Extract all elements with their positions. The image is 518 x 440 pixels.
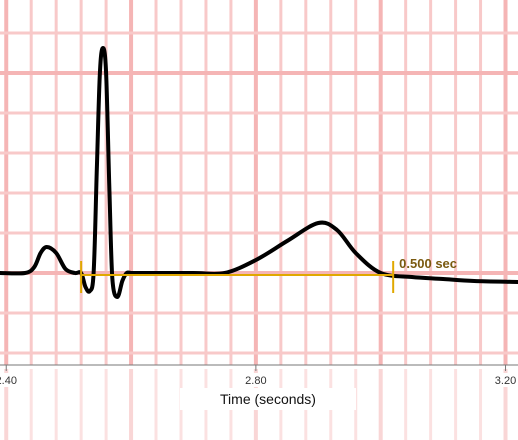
axis-title-background — [180, 388, 356, 410]
tick-label-background — [0, 373, 24, 387]
x-tick-label: 3.20 — [495, 375, 516, 387]
measurement-label: 0.500 sec — [399, 256, 457, 271]
x-tick-label: 2.40 — [0, 375, 17, 387]
ecg-trace-line — [0, 46, 518, 300]
tick-label-background — [238, 373, 273, 387]
x-axis-ticks: 2.40 2.80 3.20 — [0, 365, 518, 387]
tick-label-background — [488, 373, 518, 387]
x-tick-label: 2.80 — [245, 375, 266, 387]
x-axis-title: Time (seconds) — [220, 391, 316, 407]
interval-measurement: 0.500 sec — [80, 256, 457, 293]
